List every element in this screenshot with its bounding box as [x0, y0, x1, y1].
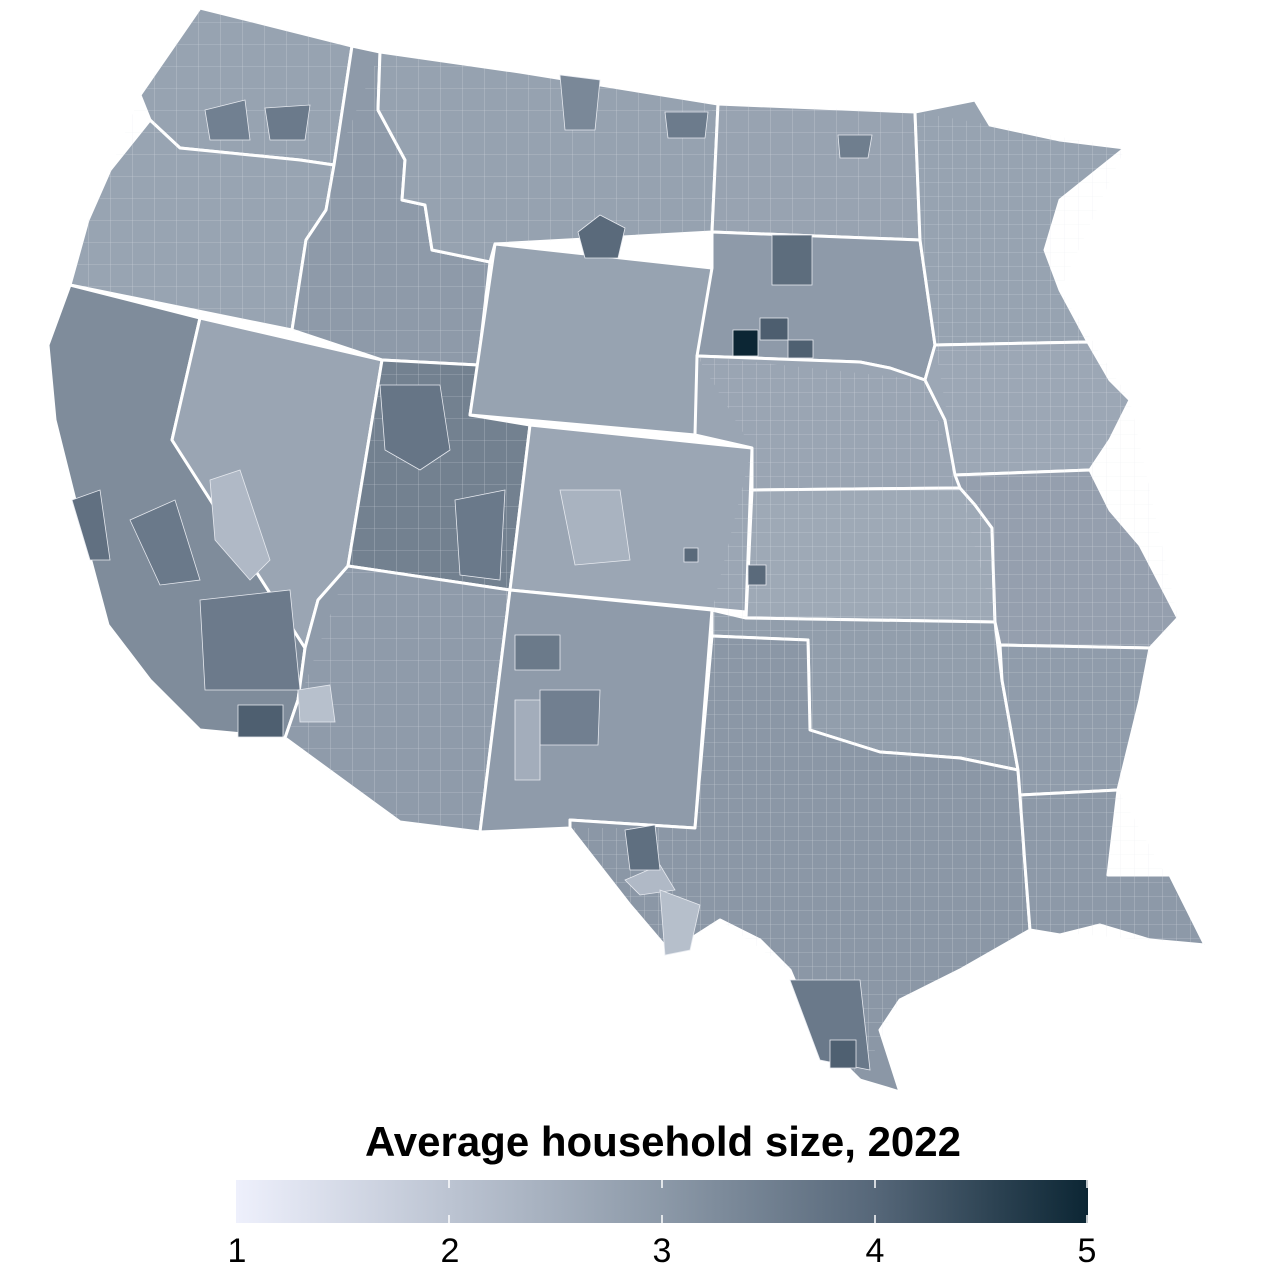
legend-tick-5: 5 — [1077, 1232, 1097, 1270]
state-colorado — [508, 423, 754, 614]
county-light — [514, 699, 541, 781]
county-light — [559, 489, 631, 566]
county-dark — [199, 589, 301, 691]
county-dark — [771, 234, 813, 286]
county-starr — [829, 1039, 857, 1069]
county-dark — [624, 824, 661, 871]
legend-tick-3: 3 — [652, 1232, 672, 1270]
legend-tick-2: 2 — [440, 1232, 460, 1270]
county-oglala-lakota — [732, 329, 759, 357]
legend-tick-4: 4 — [865, 1232, 885, 1270]
county-dark — [577, 214, 626, 259]
county-dark — [204, 99, 251, 141]
county-dark — [379, 384, 451, 471]
county-dark — [264, 104, 311, 141]
county-dark — [71, 489, 111, 561]
county-light — [209, 469, 271, 581]
state-wyoming — [468, 242, 714, 437]
county-imperial — [237, 704, 284, 738]
county-light — [659, 889, 701, 956]
county-dark — [787, 339, 814, 359]
county-dark — [759, 317, 789, 341]
county-dark — [129, 499, 201, 586]
county-dark — [539, 689, 601, 746]
legend-title: Average household size, 2022 — [364, 1118, 962, 1165]
county-dark — [514, 634, 561, 671]
county-dark — [683, 547, 699, 563]
county-light — [297, 684, 336, 723]
county-dark — [559, 74, 601, 131]
legend-tick-1: 1 — [227, 1232, 247, 1270]
county-dark — [837, 134, 873, 159]
county-dark — [664, 111, 709, 139]
choropleth-map — [46, 6, 1207, 1094]
county-dark — [454, 489, 506, 581]
county-dark — [747, 564, 767, 586]
highlighted-counties — [71, 74, 873, 1071]
colorbar — [236, 1180, 1088, 1223]
